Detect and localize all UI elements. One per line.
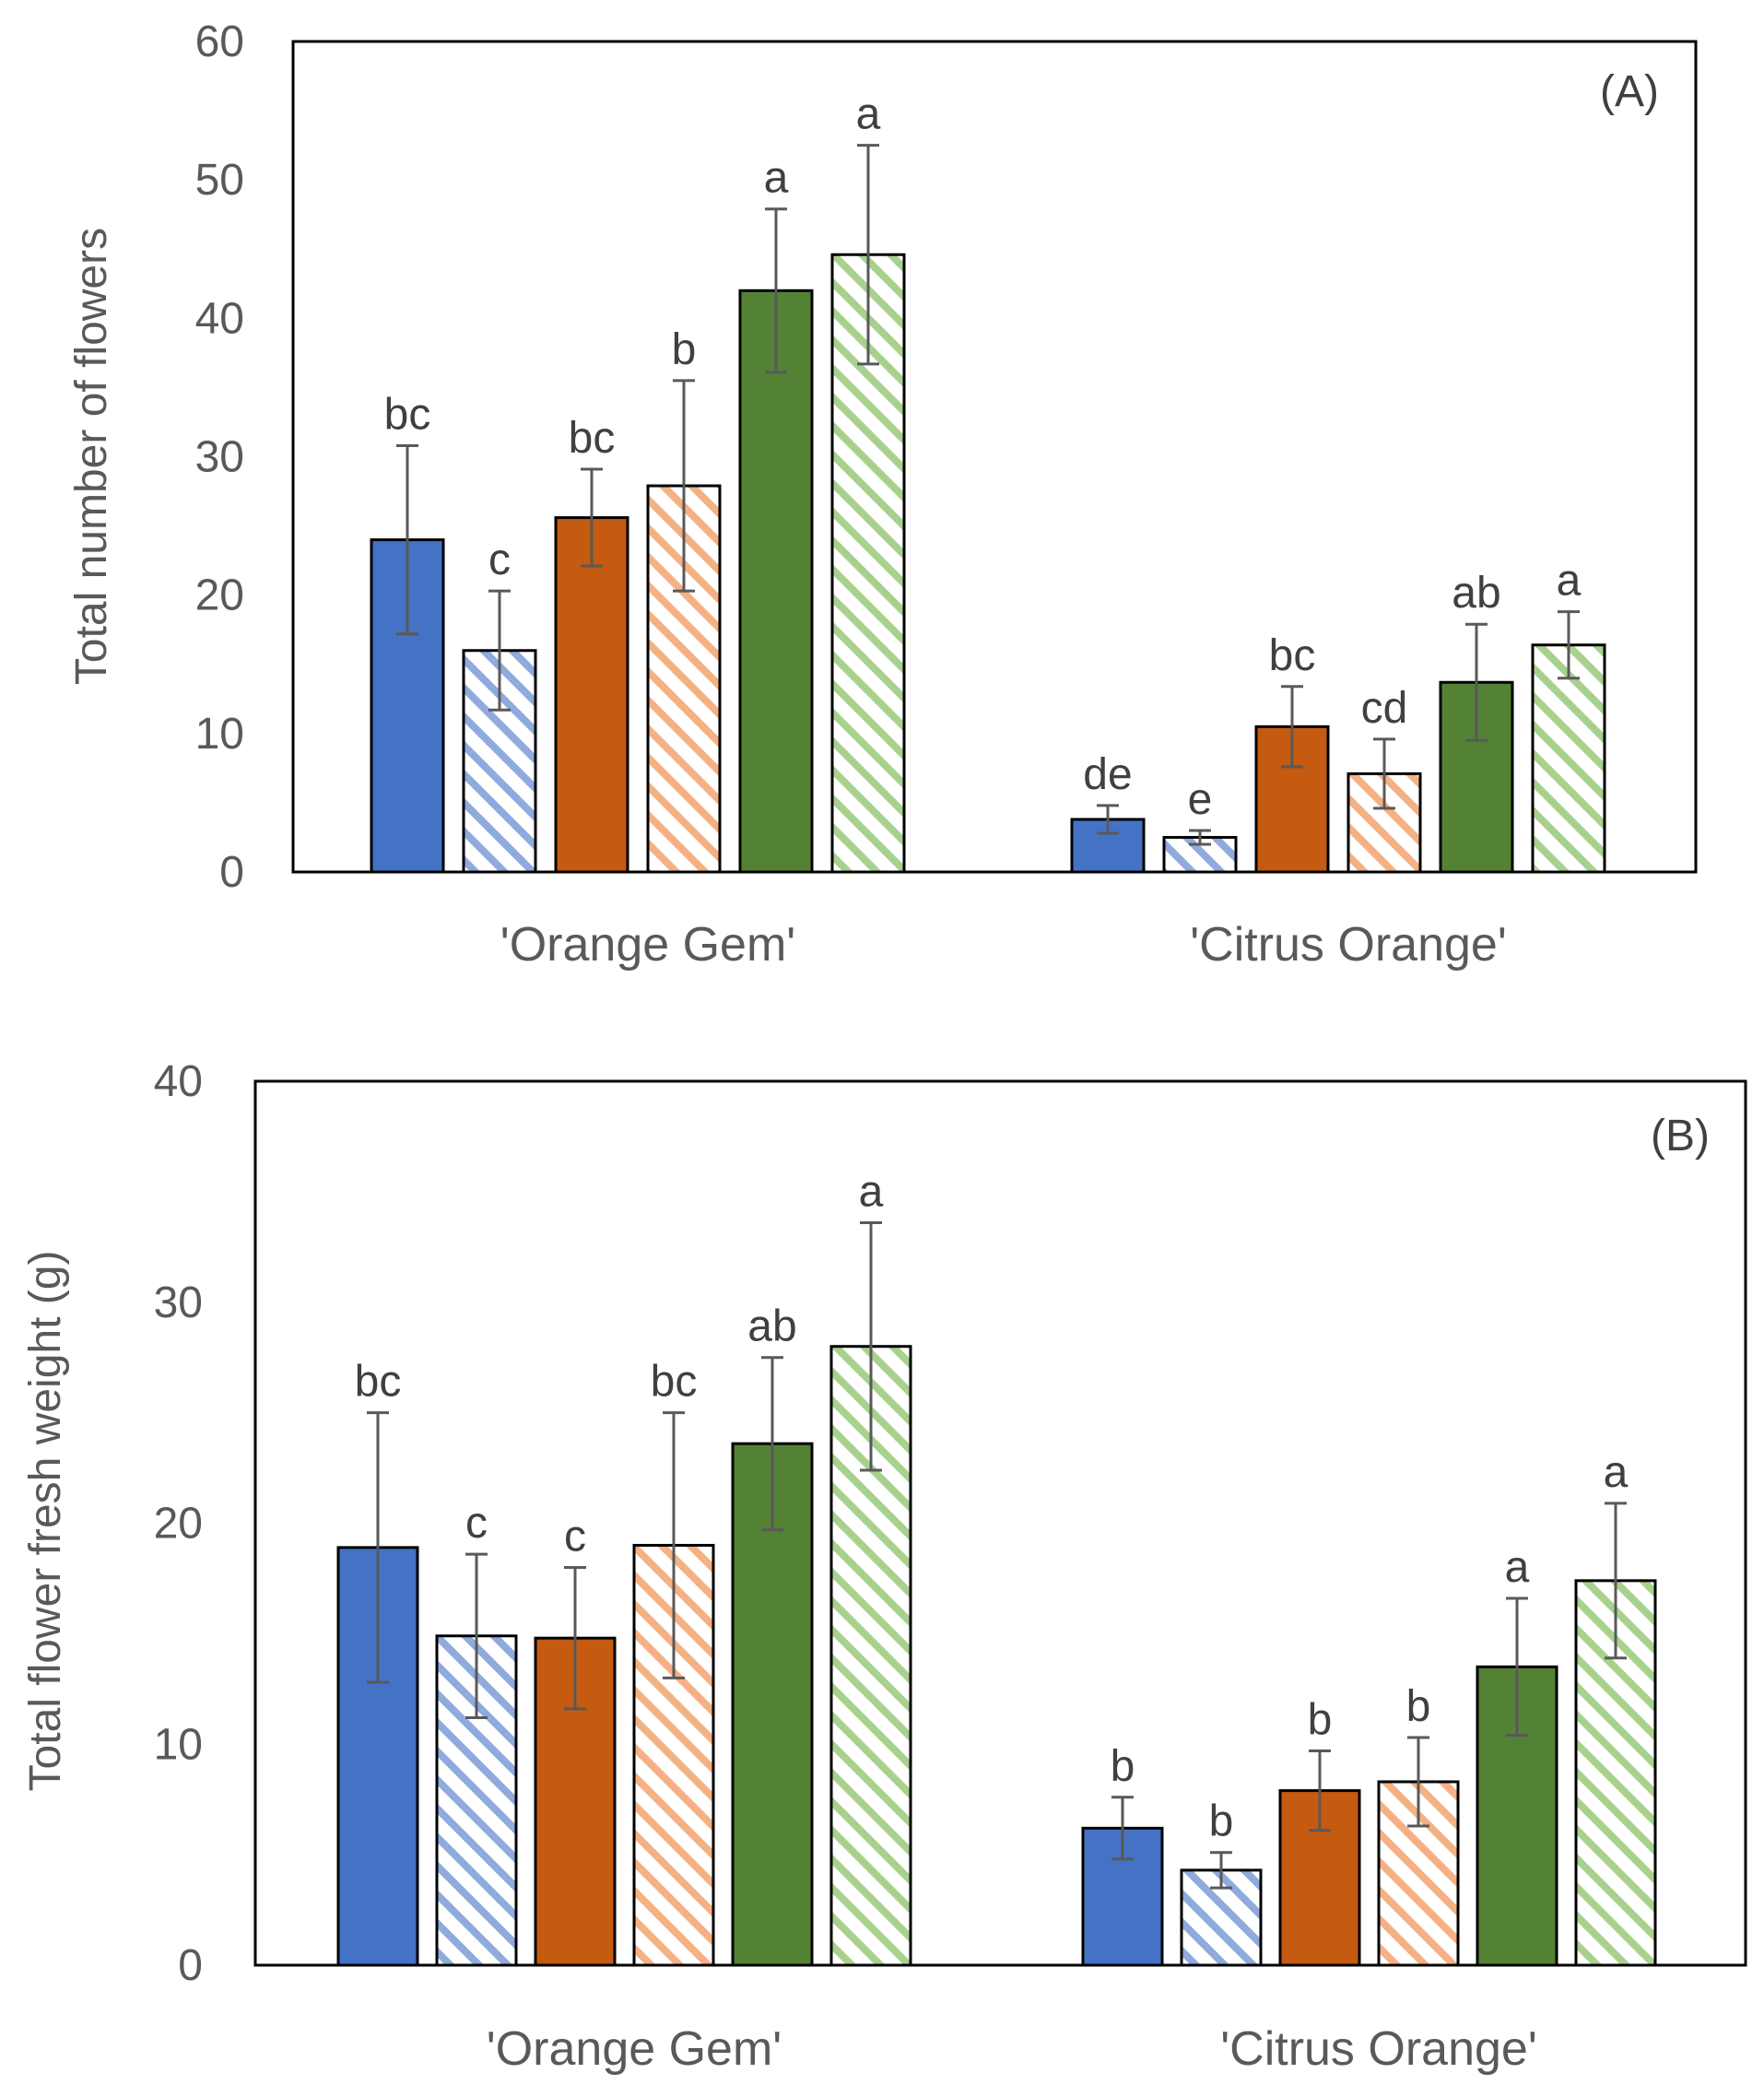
panel-b-error-bar	[1210, 1851, 1232, 1890]
panel-a-significance-letter: bc	[1269, 631, 1316, 680]
panel-b-significance-letter: b	[1111, 1742, 1135, 1791]
panel-a-significance-letter: bc	[569, 414, 616, 463]
panel-b-error-bar	[860, 1220, 882, 1472]
panel-b-error-bar	[761, 1356, 783, 1532]
panel-a-bar	[738, 289, 814, 874]
panel-b-significance-letter: b	[1406, 1682, 1431, 1731]
panel-b-significance-letter: a	[859, 1167, 884, 1216]
panel-a-error-bar	[1097, 804, 1119, 835]
panel-a-category-label: 'Citrus Orange'	[1190, 918, 1507, 972]
panel-b-label: (B)	[1651, 1112, 1710, 1160]
panel-b-error-bar	[1309, 1749, 1331, 1832]
panel-b-category-label: 'Citrus Orange'	[1220, 2022, 1537, 2076]
panel-a-error-bar	[1558, 610, 1580, 680]
panel-a-plot-frame	[291, 40, 1698, 874]
panel-a-significance-letter: ab	[1452, 569, 1500, 618]
panel-b-chart: (B) Total flower fresh weight (g) 0 10 20 3…	[21, 1057, 1747, 2076]
panel-b-significance-letter: bc	[651, 1358, 698, 1407]
panel-b-significance-letter: c	[564, 1512, 586, 1561]
panel-b-y-tick-label: 40	[154, 1057, 203, 1106]
panel-a-error-bar	[673, 379, 695, 593]
panel-b-significance-letter: b	[1209, 1797, 1234, 1846]
panel-b-significance-letter: a	[1505, 1543, 1530, 1592]
panel-a-error-bar	[1373, 737, 1395, 810]
panel-a-error-bar	[1281, 685, 1303, 769]
panel-b-y-axis-title: Total flower fresh weight (g)	[21, 1251, 70, 1792]
panel-a-bar	[554, 516, 629, 874]
panel-b-y-tick-label: 0	[178, 1941, 203, 1990]
panel-b-significance-letter: bc	[355, 1358, 402, 1407]
panel-b-bar	[1081, 1826, 1164, 1967]
panel-a-error-bar	[857, 144, 879, 366]
panel-b-y-tick-label: 10	[154, 1720, 203, 1769]
panel-b-error-bar	[1506, 1596, 1528, 1738]
panel-b-error-bar	[367, 1411, 389, 1684]
panel-a-significance-letter: a	[764, 154, 789, 203]
panel-a-significance-letter: e	[1188, 775, 1213, 824]
panel-b-error-bar	[663, 1411, 685, 1679]
panel-a-significance-letter: cd	[1361, 684, 1408, 733]
panel-a-y-tick-label: 20	[195, 571, 244, 620]
panel-a-error-bar	[1189, 829, 1211, 846]
panel-a-y-axis-title: Total number of flowers	[67, 228, 116, 685]
panel-b-error-bar	[1407, 1736, 1429, 1828]
panel-a-error-bar	[581, 467, 603, 568]
panel-b-significance-letter: b	[1308, 1695, 1333, 1744]
panel-a-y-tick-label: 40	[195, 294, 244, 343]
panel-b-error-bar	[465, 1552, 488, 1719]
panel-a-y-tick-label: 60	[195, 18, 244, 66]
panel-a-chart: (A) Total number of flowers 0 10 20 30 40 50 6…	[67, 18, 1698, 972]
panel-a-significance-letter: b	[672, 325, 697, 374]
panel-a-error-bar	[1465, 622, 1488, 742]
panel-b-error-bar	[564, 1565, 586, 1711]
panel-a-error-bar	[488, 589, 511, 712]
panel-b-error-bar	[1605, 1502, 1627, 1660]
panel-a-significance-letter: bc	[384, 390, 431, 439]
panel-b-significance-letter: c	[465, 1499, 488, 1548]
panel-a-significance-letter: a	[1557, 557, 1582, 606]
panel-a-label: (A)	[1600, 67, 1659, 116]
panel-a-y-ticks: 0 10 20 30 40 50 60	[195, 18, 244, 897]
panel-a-error-bar	[396, 443, 418, 636]
panel-b-category-label: 'Orange Gem'	[487, 2022, 782, 2076]
panel-b-plot-frame	[253, 1079, 1747, 1967]
panel-a-y-tick-label: 30	[195, 433, 244, 482]
panel-a-bar	[1531, 643, 1606, 874]
panel-a-significance-letter: de	[1083, 750, 1132, 799]
panel-a-y-tick-label: 0	[219, 848, 244, 897]
panel-a-significance-letter: c	[488, 536, 511, 584]
panel-b-y-tick-label: 30	[154, 1278, 203, 1327]
panel-b-error-bar	[1111, 1796, 1134, 1861]
panel-a-significance-letter: a	[856, 90, 881, 139]
panel-b-significance-letter: ab	[747, 1302, 796, 1351]
panel-a-y-tick-label: 50	[195, 156, 244, 205]
panel-b-category-labels: 'Orange Gem' 'Citrus Orange'	[487, 2022, 1537, 2076]
panel-a-error-bar	[765, 207, 787, 374]
panel-b-significance-letter: a	[1604, 1448, 1629, 1497]
panel-a-y-tick-label: 10	[195, 710, 244, 759]
panel-a-category-labels: 'Orange Gem' 'Citrus Orange'	[500, 918, 1507, 972]
panel-a-category-label: 'Orange Gem'	[500, 918, 795, 972]
panel-b-y-ticks: 0 10 20 30 40	[154, 1057, 203, 1990]
panel-b-y-tick-label: 20	[154, 1500, 203, 1549]
